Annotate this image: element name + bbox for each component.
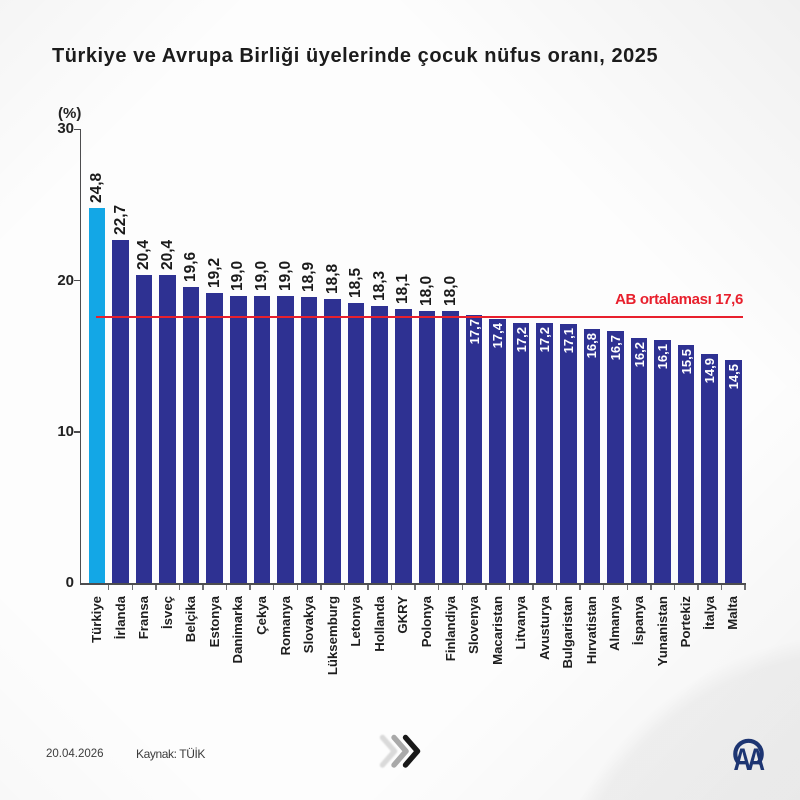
svg-text:A: A <box>747 741 765 772</box>
svg-text:A: A <box>733 741 751 772</box>
